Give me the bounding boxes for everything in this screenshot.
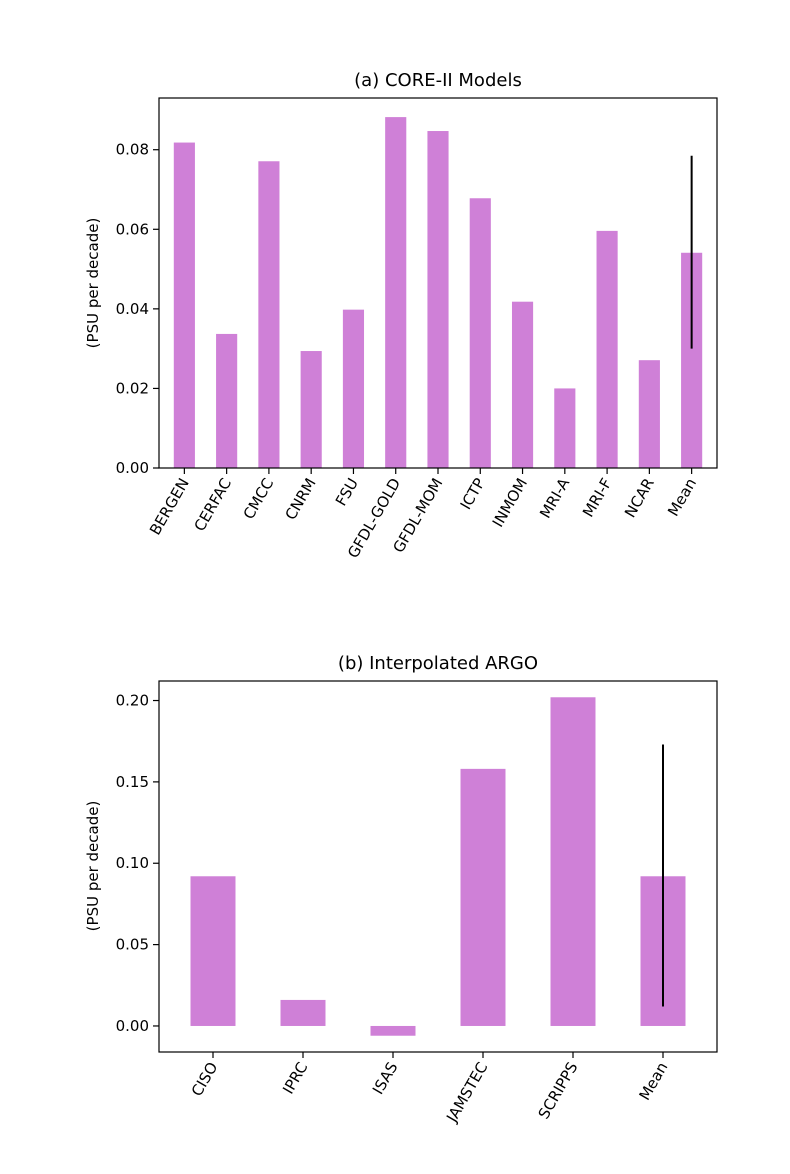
chart-title: (a) CORE-II Models (354, 70, 522, 91)
y-tick-label: 0.00 (116, 459, 149, 477)
x-tick-label: CERFAC (190, 475, 235, 534)
bars (173, 117, 703, 469)
bar-mean (681, 252, 703, 468)
bar-mri-a (554, 388, 576, 468)
bar-jamstec (460, 768, 506, 1026)
y-tick-label: 0.00 (116, 1017, 149, 1035)
y-tick-label: 0.08 (116, 141, 149, 159)
bar-cnrm (300, 351, 322, 468)
bar-cmcc (258, 161, 280, 469)
x-tick-label: Mean (664, 475, 700, 519)
y-ticks: 0.00 0.05 0.10 0.15 0.20 (116, 692, 159, 1035)
bar-scripps (550, 697, 596, 1026)
chart-title: (b) Interpolated ARGO (338, 653, 538, 674)
x-tick-label: Mean (635, 1059, 671, 1103)
x-tick-label: FSU (332, 475, 362, 509)
y-ticks: 0.00 0.02 0.04 0.06 0.08 (116, 141, 159, 477)
bar-isas (370, 1025, 416, 1036)
x-ticks: CISO IPRC ISAS JAMSTEC SCRIPPS Mean (188, 1052, 671, 1126)
bar-bergen (173, 142, 195, 468)
x-tick-label: BERGEN (146, 475, 193, 538)
y-tick-label: 0.06 (116, 220, 149, 238)
x-tick-label: CISO (188, 1059, 222, 1099)
y-axis-label: (PSU per decade) (84, 801, 102, 932)
bar-ciso (190, 876, 236, 1026)
x-tick-label: MRI-F (579, 475, 616, 520)
y-tick-label: 0.05 (116, 936, 149, 954)
y-tick-label: 0.04 (116, 300, 149, 318)
bar-iprc (280, 999, 326, 1026)
x-tick-label: CMCC (240, 475, 278, 522)
y-tick-label: 0.02 (116, 379, 149, 397)
panel-b: (b) Interpolated ARGO (PSU per decade) 0… (84, 653, 718, 1126)
x-tick-label: JAMSTEC (442, 1059, 491, 1126)
plot-frame (158, 680, 718, 1053)
x-tick-label: IPRC (279, 1059, 311, 1097)
bar-ictp (469, 198, 491, 469)
bar-mri-f (596, 230, 618, 468)
y-tick-label: 0.10 (116, 854, 149, 872)
y-tick-label: 0.15 (116, 773, 149, 791)
bar-gfdl-gold (385, 117, 407, 468)
bar-inmom (511, 301, 534, 468)
x-tick-label: NCAR (621, 475, 658, 521)
x-tick-label: ISAS (369, 1059, 402, 1097)
x-tick-label: ICTP (457, 475, 489, 513)
y-tick-label: 0.20 (116, 692, 149, 710)
bar-gfdl-mom (427, 131, 449, 469)
y-axis-label: (PSU per decade) (84, 218, 102, 349)
bar-fsu (342, 309, 365, 468)
bars (190, 697, 686, 1036)
x-tick-label: MRI-A (536, 474, 574, 521)
panel-a: (a) CORE-II Models (PSU per decade) 0.00… (84, 70, 718, 561)
bar-cerfac (216, 333, 238, 468)
x-tick-label: SCRIPPS (535, 1059, 582, 1122)
x-tick-label: CNRM (282, 475, 320, 523)
bar-ncar (638, 360, 660, 468)
x-tick-label: INMOM (489, 475, 531, 530)
